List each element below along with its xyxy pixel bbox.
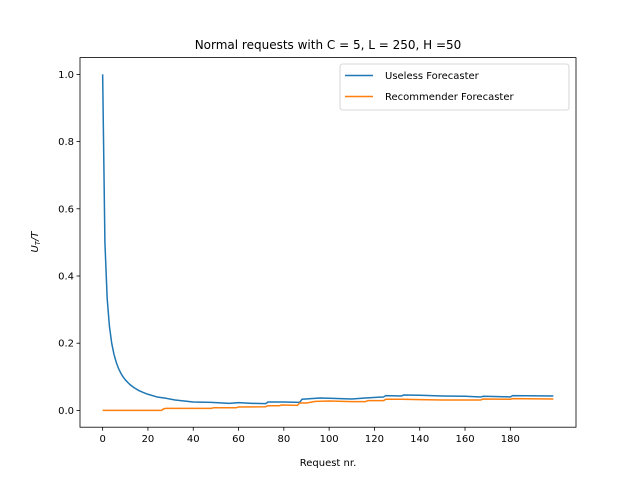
x-tick-label: 140: [410, 434, 429, 445]
legend-label-1: Recommender Forecaster: [385, 92, 514, 103]
x-tick-label: 40: [187, 434, 200, 445]
axes-frame: [79, 57, 577, 428]
y-tick-label: 0.8: [58, 137, 74, 148]
y-tick-label: 0.0: [58, 406, 74, 417]
x-tick-label: 60: [232, 434, 245, 445]
chart-title: Normal requests with C = 5, L = 250, H =…: [195, 38, 462, 52]
x-tick-label: 160: [455, 434, 474, 445]
x-tick-label: 80: [277, 434, 290, 445]
x-tick-label: 120: [365, 434, 384, 445]
y-tick-label: 0.4: [58, 272, 74, 283]
y-tick-label: 0.2: [58, 339, 74, 350]
legend: Useless Forecaster Recommender Forecaster: [339, 63, 570, 111]
legend-label-0: Useless Forecaster: [385, 71, 480, 82]
x-tick-label: 0: [99, 434, 105, 445]
x-tick-label: 100: [320, 434, 339, 445]
plot-area: [101, 74, 554, 412]
y-axis-label: UT/T: [30, 231, 42, 253]
y-tick-label: 1.0: [58, 70, 74, 81]
x-axis: 0 20 40 60 80 100 120 140 160 180: [99, 427, 520, 445]
legend-box: [339, 63, 570, 111]
series-line-0: [101, 74, 554, 405]
y-tick-label: 0.6: [58, 204, 74, 215]
x-axis-label: Request nr.: [300, 458, 357, 469]
series-line-1: [102, 397, 554, 412]
x-tick-label: 180: [501, 434, 520, 445]
y-axis: 0.0 0.2 0.4 0.6 0.8 1.0: [58, 70, 80, 417]
x-tick-label: 20: [142, 434, 155, 445]
